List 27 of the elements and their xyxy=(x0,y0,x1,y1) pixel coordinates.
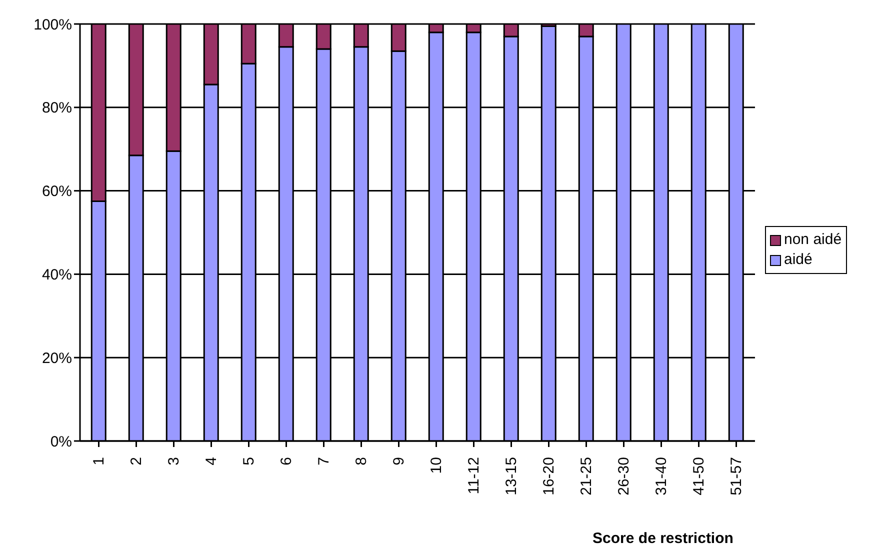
x-tick-label: 1 xyxy=(90,457,108,466)
x-tick-label: 16-20 xyxy=(540,457,558,496)
x-tick-label: 10 xyxy=(428,457,445,474)
x-axis-title: Score de restriction xyxy=(592,530,734,547)
y-tick-label: 40% xyxy=(42,266,72,284)
y-tick-label: 20% xyxy=(42,350,72,367)
x-tick-label: 3 xyxy=(165,457,182,466)
y-tick-label: 0% xyxy=(50,433,72,450)
x-tick-label: 11-12 xyxy=(465,457,482,494)
x-tick-label: 6 xyxy=(278,457,295,466)
x-tick-label: 9 xyxy=(390,457,408,466)
y-tick-label: 100% xyxy=(34,16,72,34)
y-tick-label: 80% xyxy=(42,100,72,117)
y-tick-label: 60% xyxy=(42,183,72,200)
x-tick-label: 7 xyxy=(315,457,332,466)
x-tick-label: 51-57 xyxy=(728,457,745,496)
x-tick-label: 31-40 xyxy=(652,457,670,496)
legend-label: aidé xyxy=(784,250,812,270)
x-tick-label: 8 xyxy=(352,457,370,466)
x-tick-label: 13-15 xyxy=(502,457,520,496)
x-tick-label: 21-25 xyxy=(578,457,595,496)
x-tick-label: 26-30 xyxy=(615,457,632,496)
legend-label: non aidé xyxy=(784,230,842,250)
x-tick-label: 4 xyxy=(202,457,220,466)
x-tick-label: 5 xyxy=(240,457,258,466)
x-tick-label: 41-50 xyxy=(690,457,708,496)
x-tick-label: 2 xyxy=(128,457,145,466)
